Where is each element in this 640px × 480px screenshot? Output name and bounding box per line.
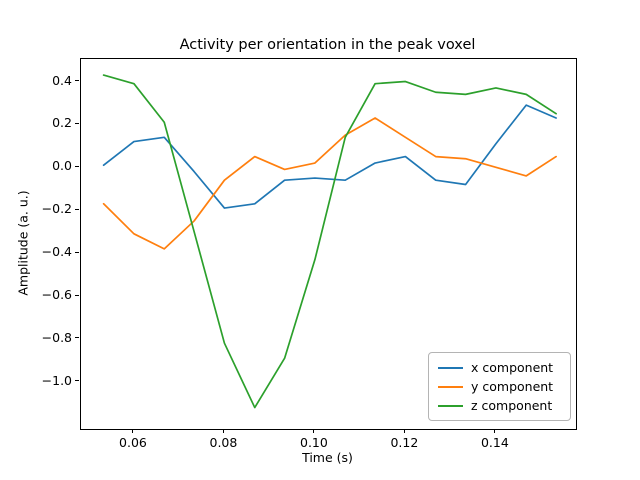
- x-tick-mark: [222, 429, 224, 433]
- y-tick-label: −0.4: [41, 244, 72, 260]
- series-line-z-component: [102, 74, 557, 409]
- y-tick-mark: [75, 251, 79, 253]
- x-tick-mark: [494, 429, 496, 433]
- y-tick-label: 0.2: [52, 115, 72, 131]
- series-line-x-component: [102, 104, 557, 209]
- x-tick-label: 0.10: [300, 435, 328, 450]
- x-tick-label: 0.12: [390, 435, 419, 450]
- y-tick-mark: [75, 80, 79, 82]
- x-tick-mark: [313, 429, 315, 433]
- legend-item-y-component: y component: [438, 377, 562, 396]
- x-tick-mark: [132, 429, 134, 433]
- line-plot-canvas: [102, 74, 557, 409]
- legend-item-z-component: z component: [438, 396, 562, 415]
- x-tick-label: 0.06: [119, 435, 147, 450]
- y-tick-label: −0.8: [41, 329, 72, 345]
- y-tick-label: 0.4: [52, 72, 72, 88]
- x-axis-label: Time (s): [302, 450, 353, 465]
- plot-area: [80, 58, 577, 430]
- legend-label: y component: [471, 379, 554, 394]
- legend-label: x component: [471, 360, 554, 375]
- y-tick-label: 0.0: [52, 158, 72, 174]
- legend-line-sample: [438, 385, 463, 388]
- x-tick-label: 0.08: [209, 435, 238, 450]
- legend-line-sample: [438, 404, 463, 407]
- legend: x component y component z component: [428, 352, 571, 421]
- chart-title: Activity per orientation in the peak vox…: [179, 37, 476, 53]
- y-tick-label: −0.6: [41, 287, 72, 302]
- y-tick-mark: [75, 380, 79, 382]
- legend-item-x-component: x component: [438, 358, 562, 377]
- y-tick-mark: [75, 165, 79, 167]
- y-tick-mark: [75, 208, 79, 210]
- series-line-y-component: [102, 117, 557, 250]
- y-tick-label: −0.2: [41, 201, 72, 217]
- x-tick-mark: [403, 429, 405, 433]
- legend-line-sample: [438, 366, 463, 369]
- legend-label: z component: [471, 398, 553, 413]
- y-tick-mark: [75, 294, 79, 296]
- y-axis-label: Amplitude (a. u.): [15, 190, 31, 296]
- x-tick-label: 0.14: [480, 435, 509, 450]
- y-tick-mark: [75, 337, 79, 339]
- y-tick-mark: [75, 122, 79, 124]
- y-tick-label: −1.0: [41, 372, 72, 388]
